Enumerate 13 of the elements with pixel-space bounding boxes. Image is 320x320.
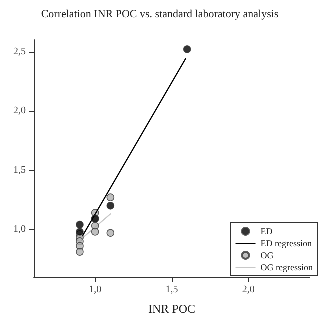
legend-label: ED: [260, 226, 274, 236]
legend-label: OG regression: [260, 262, 314, 272]
y-tick-label: 1,5: [14, 164, 26, 176]
y-tick-label: 1,0: [14, 224, 26, 236]
y-tick-label: 2,5: [14, 46, 26, 58]
x-tick-label: 1,0: [89, 284, 102, 296]
chart-title: Correlation INR POC vs. standard laboratory analysis: [41, 8, 279, 20]
y-tick-label: 2,0: [14, 106, 26, 117]
x-axis-title: INR POC: [148, 302, 196, 316]
x-tick-label: 2,0: [242, 284, 255, 296]
x-tick-label: 1,5: [166, 284, 178, 296]
legend-label: OG: [260, 250, 274, 260]
legend-label: ED regression: [260, 238, 312, 248]
